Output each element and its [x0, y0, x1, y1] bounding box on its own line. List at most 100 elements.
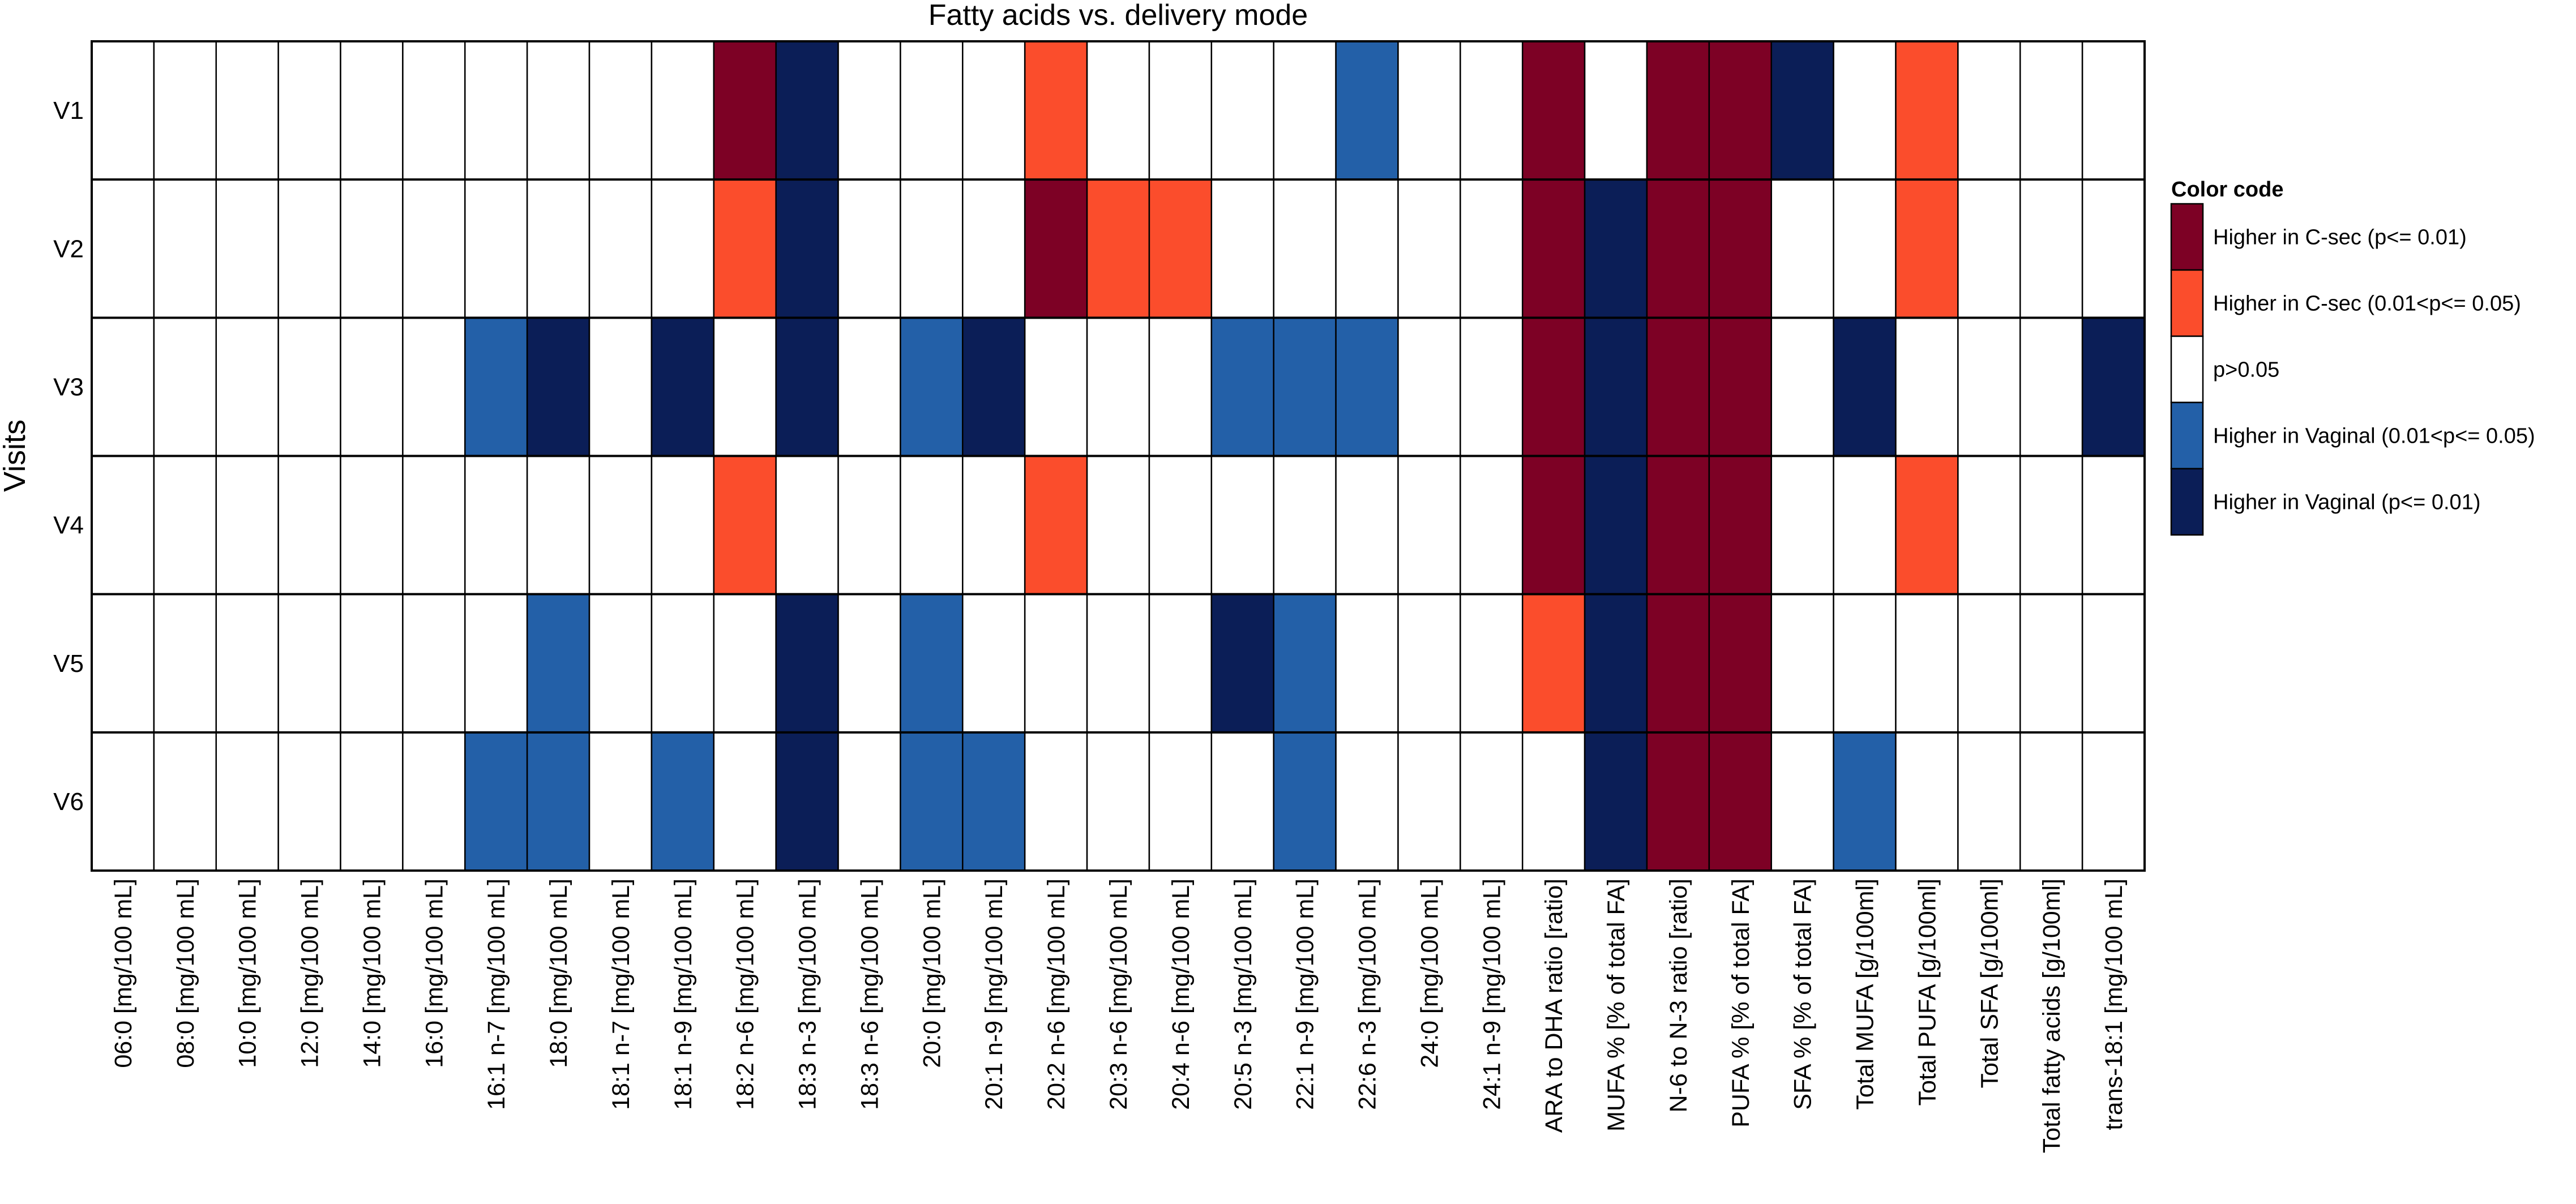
x-tick-label: Total SFA [g/100ml] [1976, 879, 2003, 1088]
x-tick-label: 24:0 [mg/100 mL] [1416, 879, 1443, 1068]
heatmap-cell [526, 40, 590, 181]
heatmap-cell [1460, 178, 1524, 319]
heatmap-cell [1273, 731, 1337, 872]
heatmap-cell [1024, 593, 1088, 734]
x-tick-label: 22:6 n-3 [mg/100 mL] [1354, 879, 1381, 1110]
heatmap-cell [837, 178, 901, 319]
legend-swatch [2170, 203, 2204, 271]
heatmap-cell [1708, 40, 1772, 181]
heatmap-cell [1957, 178, 2021, 319]
heatmap-cell [1895, 317, 1959, 457]
x-tick-label: 18:1 n-7 [mg/100 mL] [607, 879, 635, 1110]
heatmap-cell [1957, 593, 2021, 734]
heatmap-cell [277, 455, 341, 595]
heatmap-cell [900, 40, 964, 181]
heatmap-cell [1086, 455, 1150, 595]
heatmap-cell [900, 731, 964, 872]
legend-swatch [2170, 335, 2204, 404]
x-tick-label: 18:3 n-3 [mg/100 mL] [794, 879, 821, 1110]
legend-label: p>0.05 [2213, 358, 2279, 382]
y-tick-label: V6 [53, 788, 84, 816]
heatmap-cell [464, 455, 528, 595]
y-tick-label: V1 [53, 97, 84, 125]
heatmap-cell [1708, 593, 1772, 734]
heatmap-cell [2081, 317, 2146, 457]
heatmap-cell [775, 455, 839, 595]
x-tick-label: 20:4 n-6 [mg/100 mL] [1167, 879, 1195, 1110]
heatmap-cell [837, 455, 901, 595]
heatmap-cell [1273, 178, 1337, 319]
plot-frame [91, 40, 2146, 872]
heatmap-cell [2081, 178, 2146, 319]
heatmap-cell [215, 731, 279, 872]
heatmap-cell [1895, 455, 1959, 595]
legend-label: Higher in C-sec (0.01<p<= 0.05) [2213, 292, 2521, 316]
heatmap-cell [153, 40, 217, 181]
heatmap-cell [1148, 178, 1213, 319]
heatmap-cell [153, 593, 217, 734]
legend-swatch [2170, 401, 2204, 470]
heatmap-cell [1024, 317, 1088, 457]
heatmap-cell [526, 731, 590, 872]
heatmap-cell [2019, 731, 2083, 872]
heatmap-cell [651, 593, 715, 734]
legend-label: Higher in C-sec (p<= 0.01) [2213, 226, 2467, 250]
heatmap-cell [651, 317, 715, 457]
heatmap-cell [2081, 455, 2146, 595]
heatmap-cell [526, 455, 590, 595]
heatmap-cell [1521, 40, 1586, 181]
heatmap-cell [1833, 455, 1897, 595]
heatmap-cell [277, 593, 341, 734]
heatmap-cell [2019, 593, 2083, 734]
y-tick-labels: V1 V2 V3 V4 V5 V6 [53, 97, 84, 816]
heatmap-cell [1957, 40, 2021, 181]
heatmap-cell [1584, 593, 1648, 734]
heatmap-cell [962, 178, 1026, 319]
y-tick-label: V2 [53, 235, 84, 263]
heatmap-cell [464, 731, 528, 872]
heatmap-cell [1210, 40, 1274, 181]
heatmap-cell [1273, 455, 1337, 595]
heatmap-cell [713, 317, 777, 457]
heatmap-cell [588, 455, 653, 595]
x-tick-label: 20:0 [mg/100 mL] [918, 879, 945, 1068]
heatmap-cell [340, 455, 404, 595]
heatmap-cell [277, 317, 341, 457]
heatmap-cell [91, 593, 155, 734]
heatmap-cell [1335, 317, 1399, 457]
heatmap-cell [651, 40, 715, 181]
heatmap-cell [713, 731, 777, 872]
x-tick-label: 10:0 [mg/100 mL] [234, 879, 262, 1068]
heatmap-cell [1957, 317, 2021, 457]
heatmap-cell [1584, 317, 1648, 457]
heatmap-cell [1833, 317, 1897, 457]
heatmap-cell [340, 40, 404, 181]
heatmap-cell [900, 178, 964, 319]
heatmap-cell [1086, 317, 1150, 457]
heatmap-cell [900, 317, 964, 457]
heatmap-cell [1024, 40, 1088, 181]
x-tick-label: 18:2 n-6 [mg/100 mL] [732, 879, 759, 1110]
heatmap-cell [277, 178, 341, 319]
heatmap-cell [91, 317, 155, 457]
heatmap-cell [2019, 40, 2083, 181]
heatmap-cell [2019, 317, 2083, 457]
heatmap-cell [277, 731, 341, 872]
heatmap-cell [2081, 593, 2146, 734]
heatmap-cell [1584, 731, 1648, 872]
heatmap-cell [2019, 178, 2083, 319]
heatmap-cell [1521, 455, 1586, 595]
heatmap-cell [1397, 455, 1461, 595]
y-tick-label: V5 [53, 650, 84, 678]
x-tick-label: Total MUFA [g/100ml] [1852, 879, 1879, 1110]
x-tick-label: Total PUFA [g/100ml] [1914, 879, 1941, 1106]
heatmap-cell [340, 317, 404, 457]
heatmap-cell [1770, 731, 1834, 872]
heatmap-cell [526, 178, 590, 319]
heatmap-cell [1708, 178, 1772, 319]
heatmap-cell [215, 40, 279, 181]
heatmap-cell [1148, 40, 1213, 181]
x-tick-label: PUFA % [% of total FA] [1727, 879, 1755, 1128]
heatmap-cell [1086, 593, 1150, 734]
heatmap-cell [588, 178, 653, 319]
